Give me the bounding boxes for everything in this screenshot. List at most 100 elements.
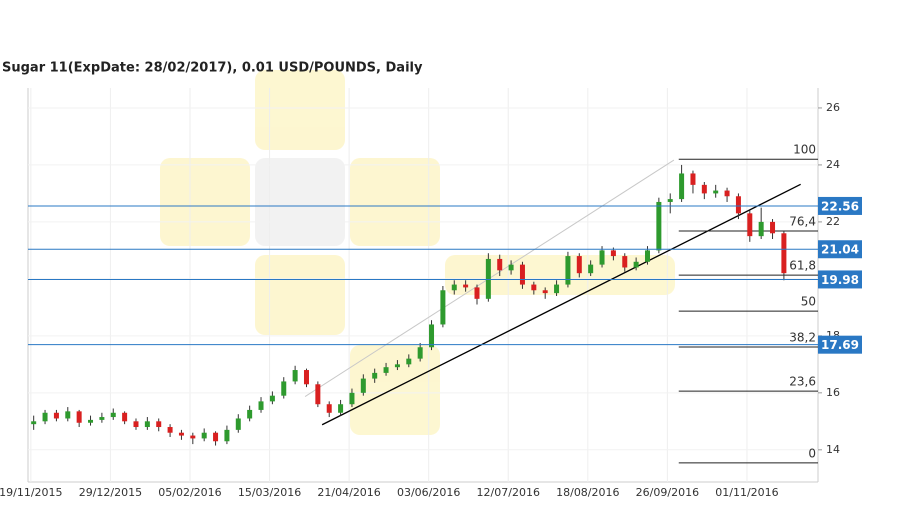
trendline — [321, 183, 801, 426]
candle-body — [554, 284, 560, 294]
candle-body — [485, 258, 491, 299]
x-tick-label: 29/12/2015 — [79, 486, 142, 499]
level-box — [818, 196, 862, 215]
candle-body — [178, 432, 184, 436]
watermark — [160, 70, 675, 435]
fib-label: 100 — [793, 143, 816, 157]
x-tick-label: 19/11/2015 — [0, 486, 63, 499]
candle-body — [417, 347, 423, 359]
candle-body — [735, 196, 741, 214]
candle-body — [190, 435, 196, 439]
candle-body — [758, 221, 764, 237]
candle-body — [156, 421, 162, 428]
candle-body — [440, 290, 446, 325]
candle-body — [531, 284, 537, 291]
candle-body — [747, 213, 753, 237]
candle-body — [65, 411, 71, 419]
candle-body — [724, 190, 730, 197]
candle-body — [690, 173, 696, 185]
candle-body — [679, 173, 685, 200]
x-tick-label: 03/06/2016 — [397, 486, 460, 499]
fib-label: 50 — [801, 295, 816, 309]
candle-body — [713, 190, 719, 194]
candle-body — [213, 432, 219, 442]
candle-body — [519, 264, 525, 285]
candle-body — [463, 284, 469, 288]
y-tick-label: 16 — [826, 386, 840, 399]
x-tick-label: 26/09/2016 — [636, 486, 699, 499]
candle-body — [383, 367, 389, 373]
candle-body — [258, 401, 264, 410]
candle-body — [565, 256, 571, 285]
y-tick-label: 24 — [826, 158, 840, 171]
fib-label: 23,6 — [789, 375, 816, 389]
candle-body — [610, 250, 616, 257]
level-label: 21.04 — [821, 243, 859, 257]
candle-body — [247, 409, 253, 419]
candle-body — [281, 381, 287, 396]
candle-body — [326, 404, 332, 413]
candle-body — [429, 324, 435, 348]
candle-body — [576, 256, 582, 274]
candle-body — [76, 411, 82, 423]
candle-body — [235, 418, 241, 430]
candle-body — [338, 404, 344, 413]
candle-body — [644, 250, 650, 262]
y-tick-label: 14 — [826, 443, 840, 456]
level-box — [818, 270, 862, 289]
candle-body — [31, 421, 37, 425]
candle-body — [360, 378, 366, 393]
y-tick-label: 22 — [826, 215, 840, 228]
candle-body — [588, 264, 594, 274]
fib-label: 0 — [808, 446, 816, 460]
candle-body — [167, 427, 173, 433]
candle-body — [633, 261, 639, 268]
x-tick-label: 18/08/2016 — [556, 486, 619, 499]
candle-body — [110, 412, 116, 418]
candle-body — [770, 221, 776, 234]
fib-label: 76,4 — [789, 215, 816, 229]
fib-label: 38,2 — [789, 330, 816, 344]
x-tick-label: 15/03/2016 — [238, 486, 301, 499]
candle-body — [599, 250, 605, 265]
x-tick-label: 21/04/2016 — [317, 486, 380, 499]
candle-body — [451, 284, 457, 291]
candle-body — [781, 233, 787, 274]
candle-body — [656, 201, 662, 251]
candle-body — [622, 256, 628, 268]
x-tick-label: 01/11/2016 — [715, 486, 778, 499]
candle-body — [349, 392, 355, 405]
candle-body — [88, 419, 94, 423]
candle-body — [99, 417, 105, 420]
candle-body — [474, 287, 480, 299]
candle-body — [122, 412, 128, 422]
candle-body — [133, 421, 139, 428]
x-tick-label: 05/02/2016 — [158, 486, 221, 499]
candle-body — [508, 264, 514, 271]
candle-body — [42, 412, 48, 422]
candle-body — [406, 358, 412, 365]
level-label: 22.56 — [821, 199, 859, 213]
candle-body — [542, 290, 548, 294]
candle-body — [667, 199, 673, 202]
level-box — [818, 335, 862, 354]
candle-body — [497, 258, 503, 271]
x-tick-label: 12/07/2016 — [477, 486, 540, 499]
candle-body — [201, 432, 207, 439]
candle-body — [224, 429, 230, 442]
candle-body — [144, 421, 150, 428]
y-tick-label: 26 — [826, 101, 840, 114]
candle-body — [701, 184, 707, 194]
level-box — [818, 240, 862, 259]
candle-body — [292, 370, 298, 382]
candle-body — [372, 372, 378, 379]
level-label: 19.98 — [821, 273, 859, 287]
candle-body — [394, 364, 400, 368]
candle-body — [315, 384, 321, 405]
level-label: 17.69 — [821, 338, 859, 352]
candle-body — [303, 370, 309, 385]
chart-title: Sugar 11(ExpDate: 28/02/2017), 0.01 USD/… — [2, 61, 423, 76]
fib-label: 61,8 — [789, 259, 816, 273]
candle-body — [269, 395, 275, 402]
